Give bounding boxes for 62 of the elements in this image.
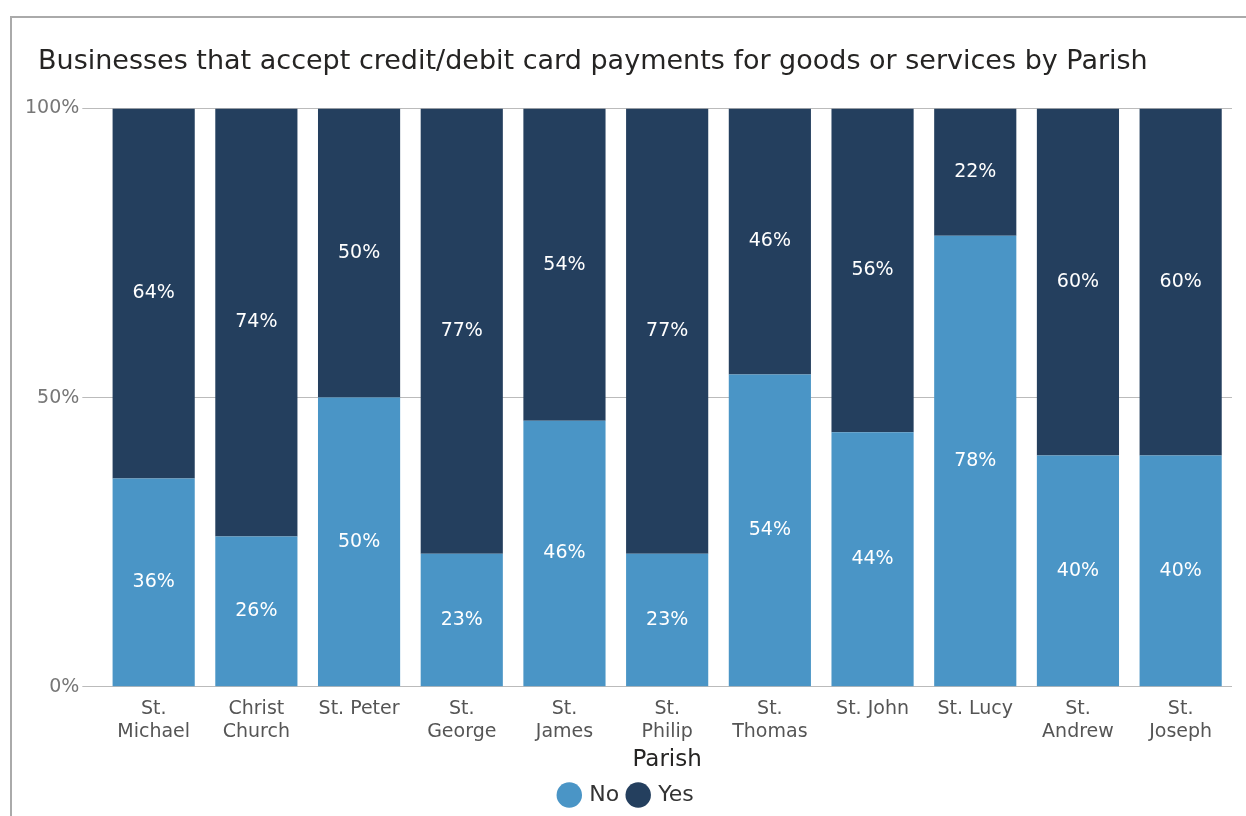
y-tick-label: 50% [37,384,80,407]
x-tick-label: Christ Church [222,696,290,741]
data-label: 44% [851,546,894,569]
bar [523,420,606,687]
data-label: 46% [748,228,791,251]
data-label: 23% [646,606,689,629]
data-label: 54% [748,517,791,540]
x-tick-label: St. Thomas [731,696,808,741]
data-label: 77% [646,318,689,341]
y-tick-label: 0% [49,673,80,696]
legend-label: Yes [657,780,694,806]
bar [317,397,401,687]
data-label: 26% [235,598,278,621]
x-tick-label: St. John [836,696,910,719]
data-label: 40% [1056,557,1100,580]
bar [1036,455,1120,687]
data-label: 36% [132,569,175,592]
x-tick-label: St. Peter [318,696,400,719]
x-tick-label: St. Philip [641,696,693,741]
data-label: 78% [954,447,997,470]
data-label: 50% [337,239,381,262]
data-label: 74% [235,309,278,332]
chart-title: Businesses that accept credit/debit card payments for goods or services by Parish [38,44,1148,75]
bar [112,108,195,479]
bar [728,374,811,687]
bar [420,553,503,687]
x-axis-title: Parish [632,745,702,772]
x-tick-label: St. George [427,696,497,741]
bar [420,108,503,554]
bar [626,108,709,554]
data-label: 54% [543,251,586,274]
bar [317,108,401,398]
bar [934,235,1017,687]
bar [215,536,298,687]
data-label: 50% [337,528,381,551]
data-label: 60% [1056,268,1100,291]
data-label: 40% [1159,557,1202,580]
data-label: 64% [132,280,175,303]
bar [728,108,811,375]
bar [831,108,914,433]
data-label: 77% [440,318,483,341]
bar [1139,455,1222,687]
bar [626,553,709,687]
bar [934,108,1017,236]
data-label: 60% [1159,268,1202,291]
bar [523,108,606,421]
data-label: 23% [440,606,483,629]
y-tick-label: 100% [24,95,80,118]
x-tick-label: St. James [534,696,594,741]
bar [1036,108,1120,456]
data-label: 46% [543,540,586,563]
bar [215,108,298,537]
data-label: 56% [851,257,894,280]
x-tick-label: St. Michael [117,696,191,741]
x-tick-label: St. Lucy [937,696,1014,719]
bar [112,478,195,687]
bar [1139,108,1222,456]
data-label: 22% [954,158,997,181]
x-tick-label: St. Andrew [1042,696,1114,741]
x-tick-label: St. Joseph [1148,696,1213,741]
legend-label: No [589,780,620,806]
bar [831,432,914,687]
